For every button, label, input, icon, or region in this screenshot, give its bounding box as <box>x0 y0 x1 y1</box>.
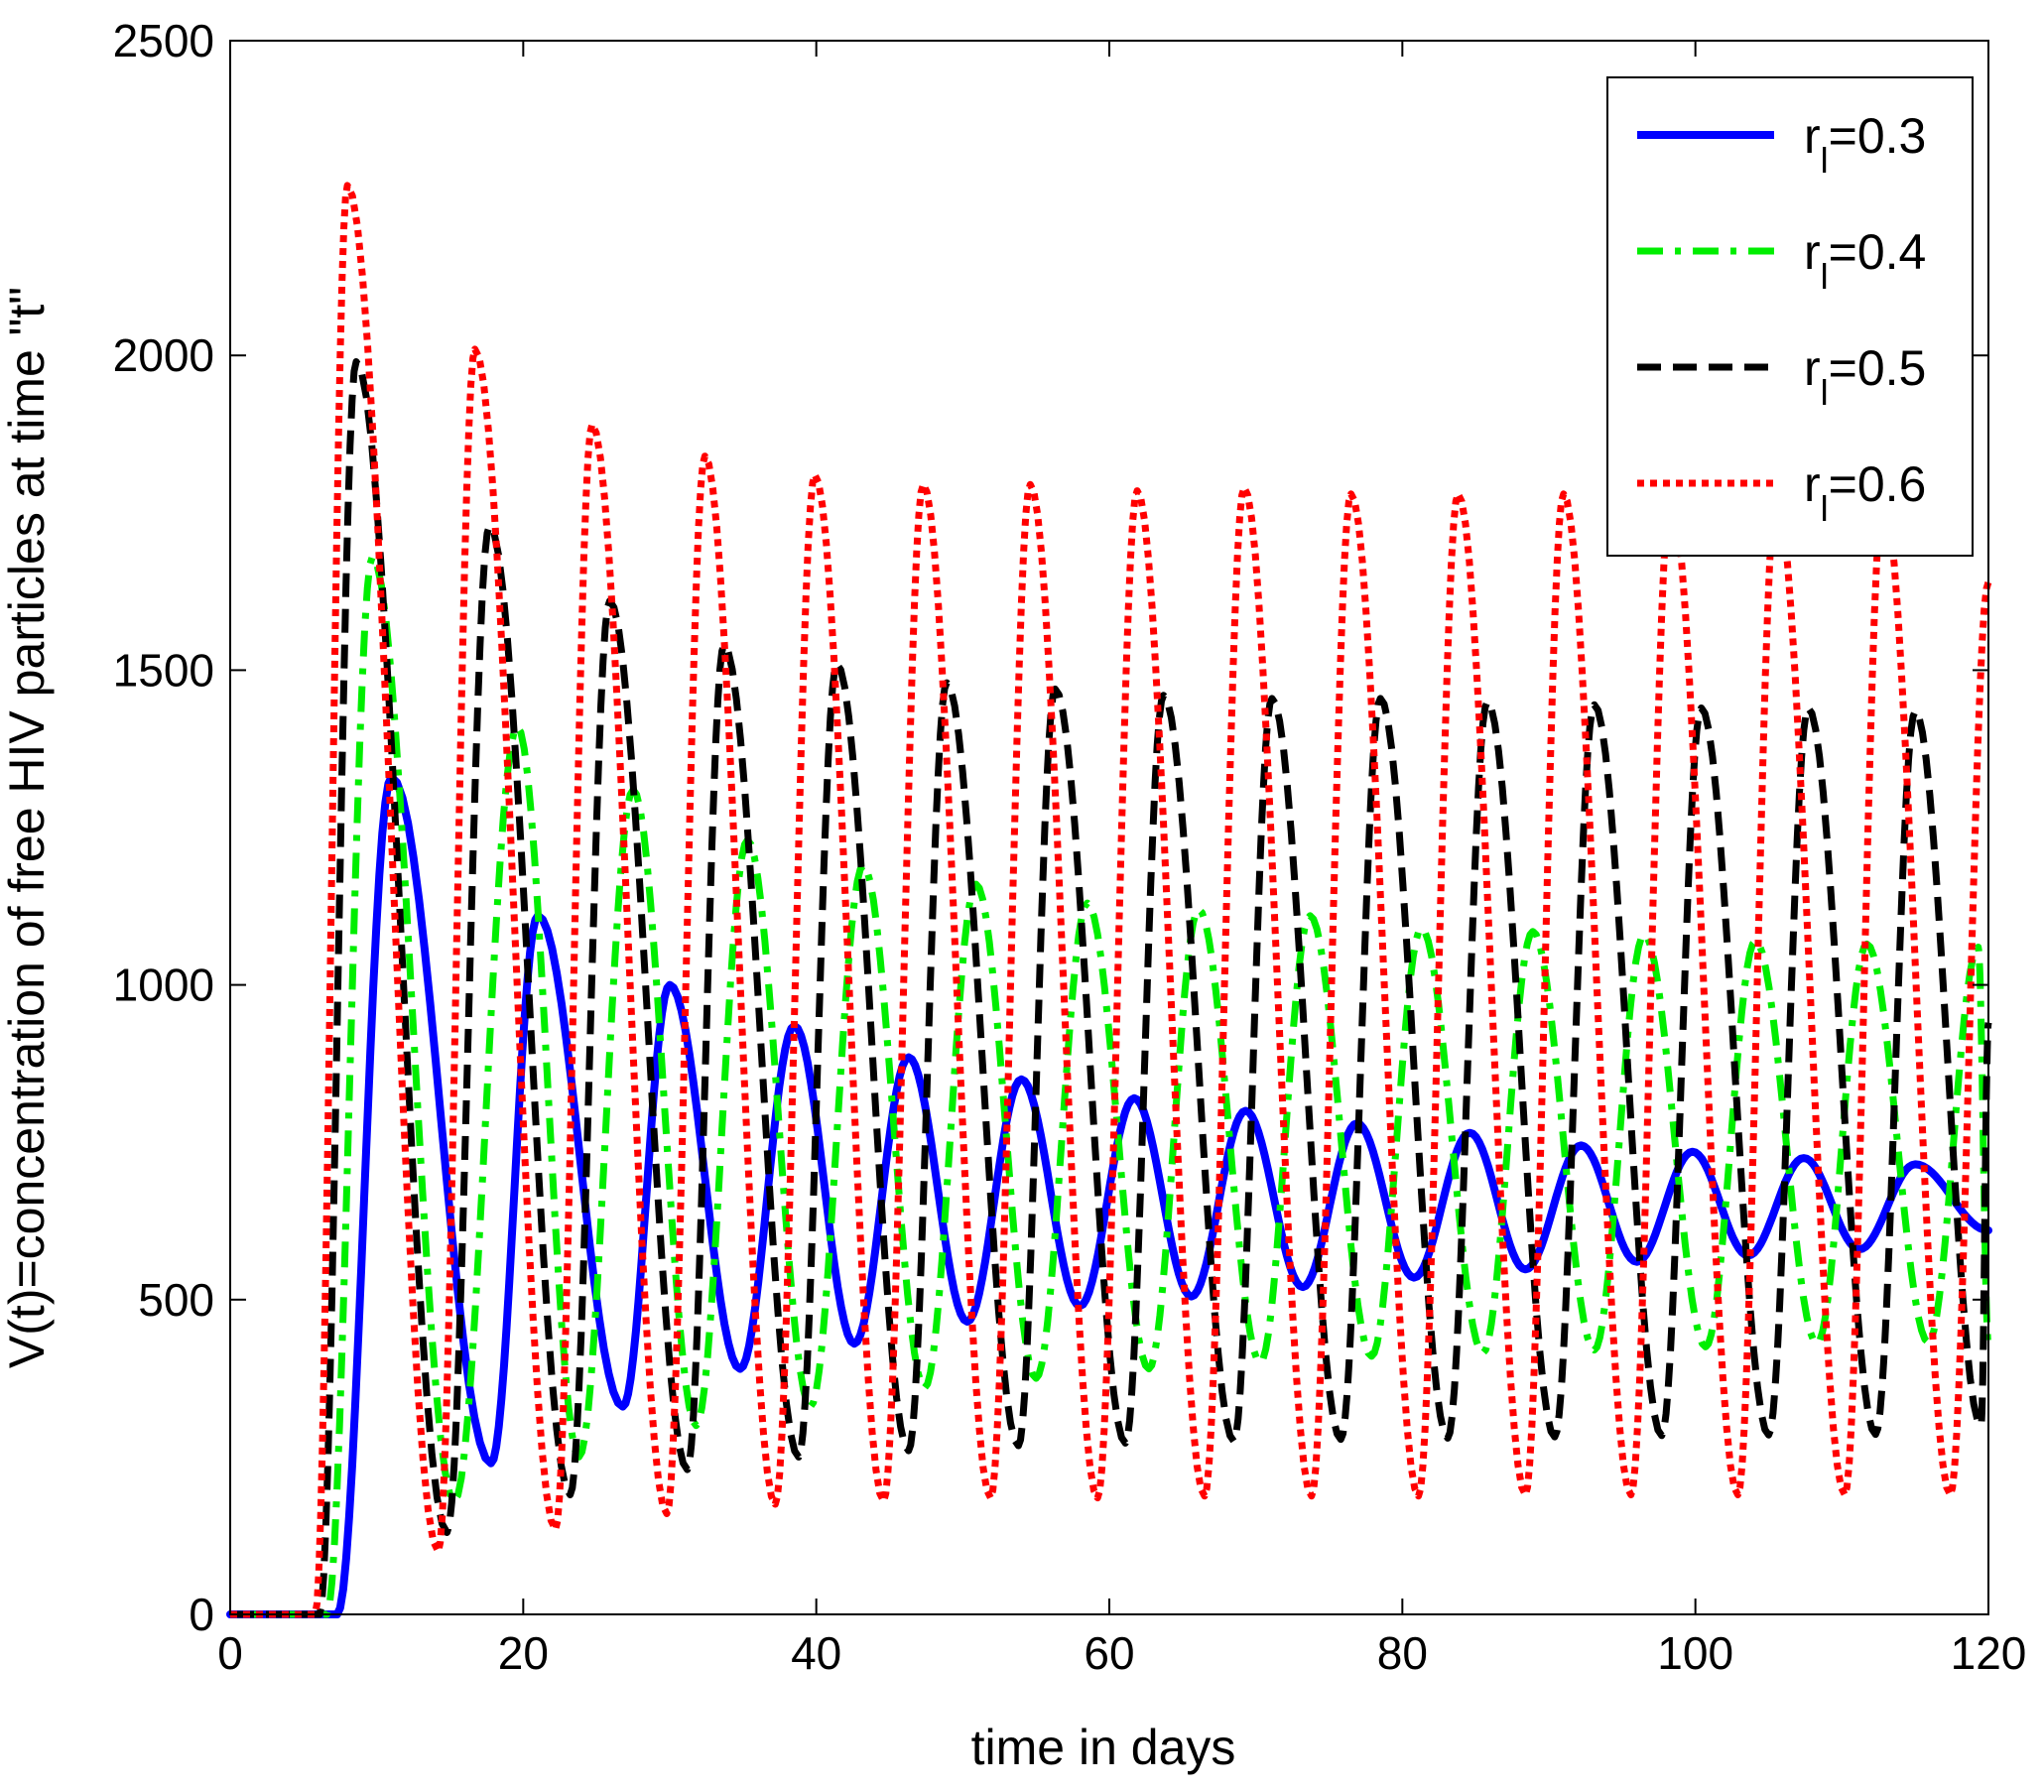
series-line-2 <box>230 358 1992 1618</box>
legend-label-prefix: r <box>1804 456 1821 512</box>
legend-label-subscript: l <box>1821 372 1829 413</box>
legend-label: rl=0.5 <box>1804 340 1926 413</box>
legend-label-suffix: =0.4 <box>1829 224 1927 280</box>
series-group <box>226 182 1992 1618</box>
x-tick-label: 120 <box>1951 1627 2027 1679</box>
legend-label-subscript: l <box>1821 488 1829 529</box>
x-tick-label: 0 <box>217 1627 243 1679</box>
axes-group: 0 20 40 60 80 100 120 0 500 1000 1500 2000 2500 <box>113 15 2027 1679</box>
legend-label-suffix: =0.6 <box>1829 456 1927 512</box>
x-tick-label: 80 <box>1377 1627 1428 1679</box>
y-tick-label: 1000 <box>113 960 214 1011</box>
legend-box <box>1606 76 1974 557</box>
legend-label-subscript: l <box>1821 140 1829 181</box>
legend-label: rl=0.3 <box>1804 108 1926 181</box>
y-tick-label: 0 <box>189 1589 214 1640</box>
legend-label-prefix: r <box>1804 224 1821 280</box>
series-line-3 <box>230 182 1992 1618</box>
x-tick-label: 40 <box>791 1627 841 1679</box>
legend-label-prefix: r <box>1804 340 1821 396</box>
y-tick-label: 2000 <box>113 329 214 381</box>
x-axis-title: time in days <box>971 1720 1236 1775</box>
legend-label-suffix: =0.3 <box>1829 108 1927 164</box>
x-tick-label: 20 <box>498 1627 549 1679</box>
x-tick-label: 60 <box>1084 1627 1134 1679</box>
legend-label-suffix: =0.5 <box>1829 340 1927 396</box>
y-axis-title: V(t)=concentration of free HIV particles… <box>0 287 55 1368</box>
legend-label-prefix: r <box>1804 108 1821 164</box>
legend-label: rl=0.4 <box>1804 224 1926 297</box>
y-tick-label: 2500 <box>113 15 214 66</box>
y-tick-label: 1500 <box>113 644 214 696</box>
series-line-0 <box>226 773 1992 1618</box>
x-tick-label: 100 <box>1657 1627 1733 1679</box>
legend-label-subscript: l <box>1821 256 1829 297</box>
legend-label: rl=0.6 <box>1804 456 1926 529</box>
y-tick-label: 500 <box>138 1274 214 1326</box>
legend: rl=0.3rl=0.4rl=0.5rl=0.6 <box>1606 76 1974 557</box>
